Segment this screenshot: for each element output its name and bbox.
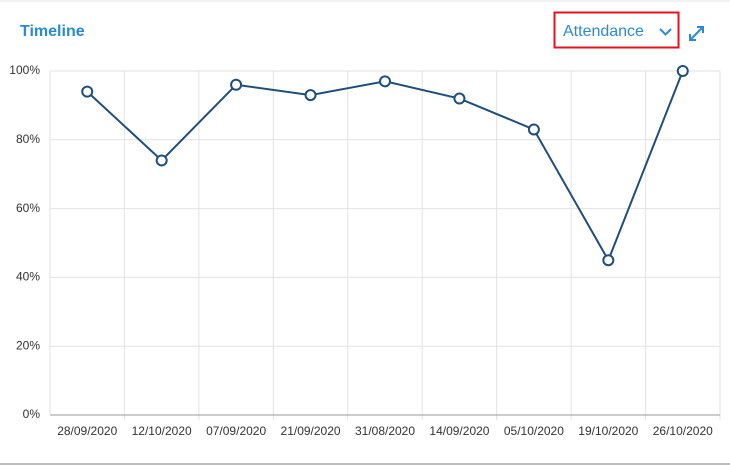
x-tick-label: 28/09/2020	[57, 424, 117, 438]
x-tick-label: 07/09/2020	[206, 424, 266, 438]
metric-dropdown[interactable]: Attendance	[553, 11, 680, 49]
dropdown-chevron[interactable]	[659, 28, 672, 36]
y-tick-label: 40%	[16, 270, 40, 284]
x-tick-label: 21/09/2020	[281, 424, 341, 438]
data-point	[453, 92, 466, 105]
expand-icon[interactable]	[689, 26, 704, 41]
data-point	[602, 254, 615, 267]
x-tick-label: 14/09/2020	[429, 424, 489, 438]
data-point	[304, 89, 317, 102]
expand-icon[interactable]	[689, 34, 696, 41]
x-tick-label: 19/10/2020	[578, 424, 638, 438]
data-point	[379, 75, 391, 88]
data-point	[676, 65, 689, 77]
expand-button[interactable]	[689, 26, 704, 41]
data-point	[527, 123, 540, 136]
y-tick-label: 20%	[16, 338, 40, 352]
panel-title: Timeline	[20, 23, 85, 40]
data-line	[86, 70, 684, 263]
y-tick-label: 0%	[23, 407, 41, 421]
data-point	[155, 154, 168, 167]
x-tick-label: 05/10/2020	[504, 424, 564, 438]
y-tick-label: 60%	[16, 201, 40, 215]
x-tick-label: 12/10/2020	[132, 424, 192, 438]
data-point	[230, 78, 243, 91]
expand-icon[interactable]	[697, 26, 704, 33]
x-tick-label: 31/08/2020	[355, 424, 415, 438]
y-tick-label: 80%	[16, 132, 40, 146]
dropdown-label[interactable]: Attendance	[563, 23, 644, 40]
x-tick-label: 26/10/2020	[653, 424, 713, 438]
data-point	[81, 85, 94, 98]
y-tick-label: 100%	[9, 63, 40, 77]
dropdown-box[interactable]	[553, 11, 680, 49]
